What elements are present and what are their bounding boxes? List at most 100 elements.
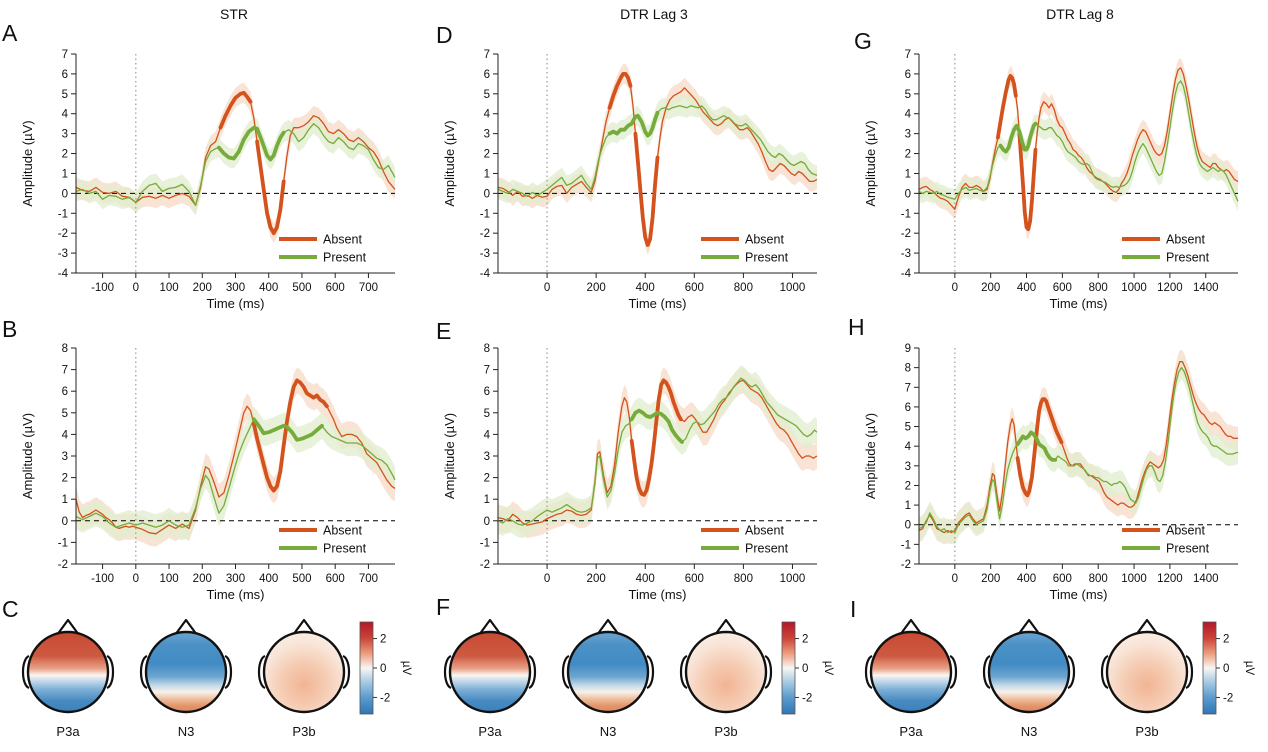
panel-letter-c: C (2, 596, 19, 622)
column-title-str: STR (220, 6, 248, 22)
absent-significant-segment (251, 378, 329, 493)
present-significant-segment (629, 408, 684, 444)
x-tick-label: 0 (952, 573, 958, 585)
y-tick-label: 3 (484, 451, 490, 463)
present-waveform (918, 366, 1239, 534)
present-significant-segment (251, 417, 324, 442)
y-tick-label: 4 (62, 429, 69, 441)
y-tick-label: 2 (484, 149, 490, 161)
y-tick-label: 6 (484, 386, 490, 398)
y-tick-label: 9 (905, 343, 911, 355)
left-ear-icon (864, 654, 873, 690)
present-confidence-band (76, 406, 395, 541)
y-tick-label: 4 (905, 109, 912, 121)
x-tick-label: 400 (1017, 282, 1036, 294)
present-confidence-band (919, 70, 1238, 212)
y-tick-label: 0 (905, 520, 911, 532)
column-title-dtr-lag8: DTR Lag 8 (1046, 6, 1114, 22)
y-tick-label: 3 (905, 461, 911, 473)
y-tick-label: 2 (484, 473, 490, 485)
x-tick-label: 700 (359, 573, 378, 585)
x-tick-label: 300 (226, 573, 245, 585)
y-tick-label: 0 (484, 516, 490, 528)
left-ear-icon (21, 654, 30, 690)
y-tick-label: 0 (62, 516, 68, 528)
head-map-p3a (443, 618, 537, 714)
x-tick-label: 100 (159, 573, 178, 585)
left-ear-icon (257, 654, 266, 690)
x-tick-label: 1000 (1121, 282, 1147, 294)
present-waveform (918, 80, 1239, 202)
scalp-map-p3b (262, 630, 346, 714)
x-tick-label: 400 (259, 282, 278, 294)
y-tick-label: 5 (62, 89, 68, 101)
y-tick-label: -2 (901, 228, 911, 240)
topo-label-c-p3b: P3b (292, 724, 316, 739)
topomap-row-C: 2 0 -2 µV (21, 618, 412, 715)
x-tick-label: 200 (587, 573, 606, 585)
left-ear-icon (1100, 654, 1109, 690)
x-axis-label: Time (ms) (1049, 296, 1107, 311)
y-tick-label: 7 (62, 365, 68, 377)
y-tick-label: 3 (905, 129, 911, 141)
y-tick-label: 4 (484, 109, 491, 121)
x-tick-label: 100 (159, 282, 178, 294)
colorbar-unit-label: µV (400, 661, 412, 676)
x-tick-label: 600 (1053, 282, 1072, 294)
present-significant-segment (998, 121, 1038, 154)
x-tick-label: 1000 (1121, 573, 1147, 585)
legend-label-absent: Absent (1166, 524, 1205, 538)
x-tick-label: 400 (1017, 573, 1036, 585)
y-tick-label: 1 (905, 168, 911, 180)
y-tick-label: 3 (62, 451, 68, 463)
topo-label-f-p3a: P3a (478, 724, 502, 739)
y-tick-label: -1 (58, 208, 68, 220)
y-tick-label: 0 (62, 188, 68, 200)
right-ear-icon (528, 654, 537, 690)
panel-letter-i: I (850, 596, 857, 622)
right-ear-icon (1185, 654, 1194, 690)
x-tick-label: 0 (952, 282, 958, 294)
x-tick-label: 800 (1089, 282, 1108, 294)
x-tick-label: 0 (133, 573, 139, 585)
x-tick-label: 400 (636, 573, 655, 585)
topo-label-f-n3: N3 (599, 724, 617, 739)
y-tick-label: -3 (58, 248, 68, 260)
x-tick-label: 300 (226, 282, 245, 294)
x-tick-label: 200 (587, 282, 606, 294)
y-tick-label: 1 (62, 494, 68, 506)
present-waveform (75, 418, 396, 528)
panel-letter-g: G (854, 28, 872, 54)
legend-label-present: Present (1166, 251, 1210, 265)
y-tick-label: -2 (901, 559, 911, 571)
scalp-map-p3b (684, 630, 768, 714)
absent-significant-segment (633, 131, 660, 247)
panel-letter-f: F (436, 594, 451, 620)
x-tick-label: 500 (292, 282, 311, 294)
y-tick-label: 3 (62, 129, 68, 141)
x-tick-label: 200 (193, 282, 212, 294)
panel-letter-d: D (436, 22, 453, 48)
colorbar-tick-label: -2 (380, 692, 390, 704)
erp-plot-A: -4 -3 -2 -1 0 1 2 3 4 5 6 7 -100 0 100 200 300 400 500 600 7… (20, 49, 396, 311)
absent-confidence-band (919, 58, 1238, 240)
topo-label-i-n3: N3 (1020, 724, 1038, 739)
y-tick-label: 6 (905, 402, 911, 414)
x-tick-label: 600 (685, 573, 704, 585)
topo-label-f-p3b: P3b (714, 724, 738, 739)
x-tick-label: 800 (734, 282, 753, 294)
y-tick-label: 5 (905, 422, 911, 434)
y-tick-label: 1 (484, 494, 490, 506)
right-ear-icon (949, 654, 958, 690)
y-tick-label: 2 (62, 149, 68, 161)
y-tick-label: 2 (62, 473, 68, 485)
left-ear-icon (679, 654, 688, 690)
right-ear-icon (224, 654, 233, 690)
y-tick-label: 1 (484, 168, 490, 180)
y-tick-label: 7 (484, 365, 490, 377)
x-axis-label: Time (ms) (1049, 587, 1107, 602)
y-tick-label: -4 (480, 268, 491, 280)
y-tick-label: 8 (905, 363, 911, 375)
absent-significant-segment (607, 72, 633, 110)
colorbar-unit-label: µV (822, 661, 834, 676)
